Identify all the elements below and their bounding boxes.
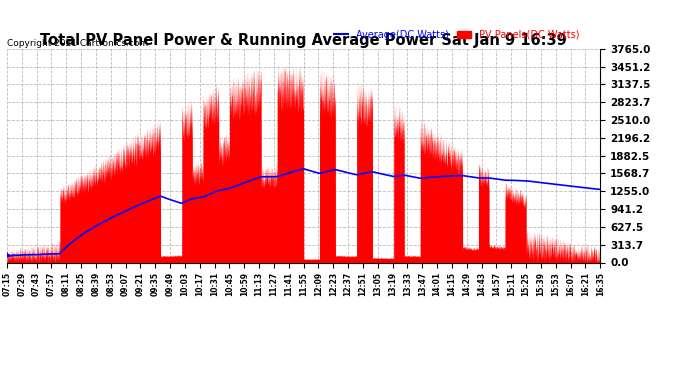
Title: Total PV Panel Power & Running Average Power Sat Jan 9 16:39: Total PV Panel Power & Running Average P… <box>40 33 567 48</box>
Text: Copyright 2021 Cartronics.com: Copyright 2021 Cartronics.com <box>7 39 148 48</box>
Legend: Average(DC Watts), PV Panels(DC Watts): Average(DC Watts), PV Panels(DC Watts) <box>330 26 584 44</box>
